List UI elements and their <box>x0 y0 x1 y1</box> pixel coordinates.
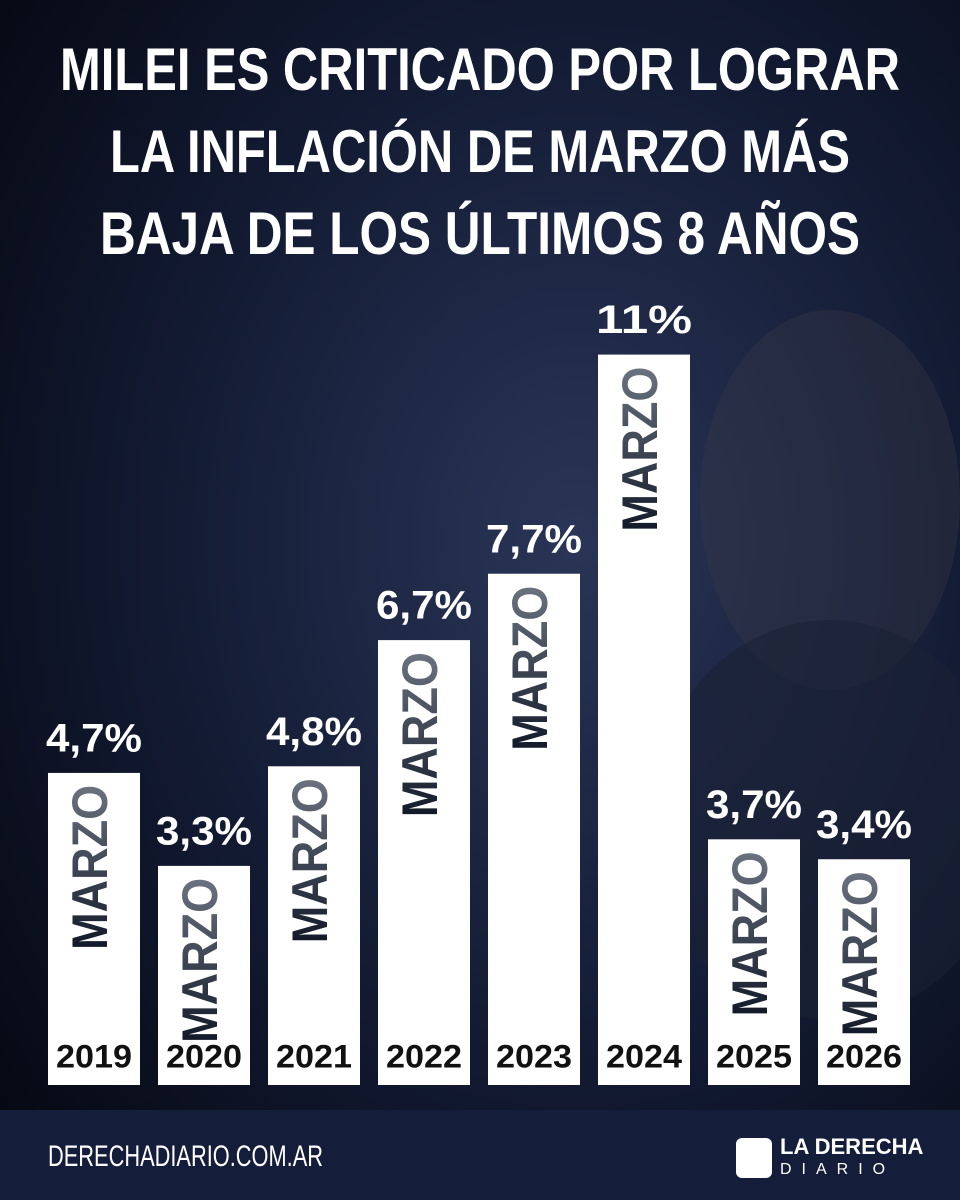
bar-label: MARZO <box>62 785 118 950</box>
title-line: LA INFLACIÓN DE MARZO MÁS <box>110 118 850 185</box>
value-label: 3,3% <box>156 809 252 853</box>
bar-label: MARZO <box>282 778 338 943</box>
bar <box>488 573 580 1085</box>
bar-label: MARZO <box>612 367 668 532</box>
bar-label: MARZO <box>502 586 558 751</box>
x-tick-label: 2025 <box>716 1038 792 1074</box>
title: MILEI ES CRITICADO POR LOGRAR LA INFLACI… <box>60 36 900 267</box>
bar-label: MARZO <box>392 652 448 817</box>
bar <box>818 859 910 1085</box>
value-label: 4,8% <box>266 710 362 754</box>
bar <box>598 354 690 1086</box>
x-tick-label: 2024 <box>606 1038 682 1074</box>
bar <box>378 640 470 1085</box>
value-label: 3,4% <box>816 803 912 847</box>
x-tick-label: 2022 <box>386 1038 462 1074</box>
bar <box>48 772 140 1085</box>
value-label: 4,7% <box>46 716 142 760</box>
photo-shade <box>700 310 960 690</box>
x-tick-label: 2023 <box>496 1038 572 1074</box>
bar <box>268 766 360 1085</box>
x-tick-label: 2021 <box>276 1038 352 1074</box>
logo-top: LA DERECHA <box>780 1134 924 1159</box>
bar-label: MARZO <box>722 851 778 1016</box>
bar-label: MARZO <box>172 878 228 1043</box>
value-label: 6,7% <box>376 584 472 628</box>
x-tick-label: 2026 <box>826 1038 902 1074</box>
logo-icon <box>736 1138 772 1178</box>
x-tick-label: 2020 <box>166 1038 242 1074</box>
value-label: 3,7% <box>706 783 802 827</box>
title-line: MILEI ES CRITICADO POR LOGRAR <box>60 36 900 103</box>
bar-label: MARZO <box>832 871 888 1036</box>
value-label: 11% <box>596 298 692 342</box>
footer-site: DERECHADIARIO.COM.AR <box>48 1140 323 1173</box>
bar <box>158 865 250 1085</box>
value-label: 7,7% <box>486 517 582 561</box>
logo-bottom: DIARIO <box>780 1161 895 1178</box>
footer-bar <box>0 1110 960 1200</box>
title-line: BAJA DE LOS ÚLTIMOS 8 AÑOS <box>100 200 860 267</box>
x-tick-label: 2019 <box>56 1038 132 1074</box>
bar <box>708 839 800 1085</box>
